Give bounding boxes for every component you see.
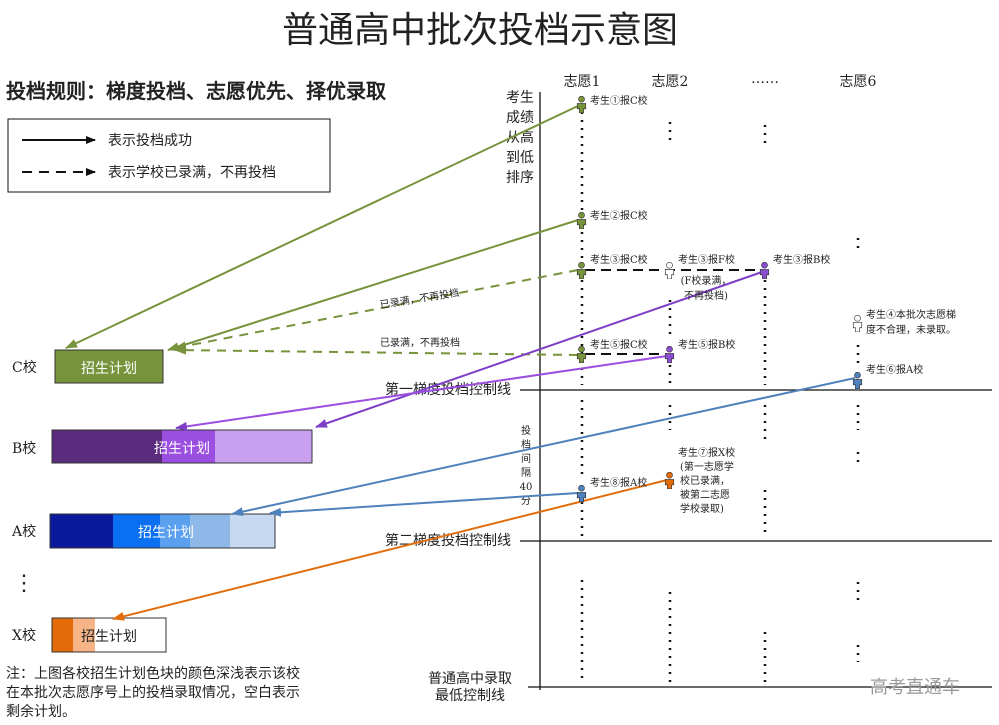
legend-label: 表示学校已录满，不再投档 bbox=[108, 164, 276, 181]
student-label: 考生②报C校 bbox=[590, 209, 648, 222]
student-icon bbox=[576, 262, 587, 279]
schools: C校 招生计划 B校 招生计划 A校 招生计划 ⋮ X校 招生计划 bbox=[11, 349, 313, 653]
plan-box bbox=[51, 617, 167, 653]
school-name: C校 bbox=[12, 359, 37, 376]
column-label: 志愿2 bbox=[652, 74, 689, 90]
arrow bbox=[269, 492, 579, 517]
student-label: 考生⑤报B校 bbox=[678, 338, 735, 351]
arrow bbox=[231, 377, 856, 517]
student-icon bbox=[664, 472, 675, 489]
student-icon bbox=[852, 315, 863, 332]
title: 普通高中批次投档示意图 bbox=[282, 10, 678, 51]
plan-segment bbox=[162, 430, 215, 463]
school-name: B校 bbox=[12, 440, 36, 457]
plan-label: 招生计划 bbox=[154, 441, 210, 457]
legend-box bbox=[7, 118, 331, 193]
arrow-label: 已录满，不再投档 bbox=[380, 336, 460, 349]
student-label: 考生③报C校 bbox=[590, 253, 648, 266]
plan-segment bbox=[190, 514, 230, 548]
plan-segment bbox=[160, 514, 190, 548]
student-icon bbox=[576, 96, 587, 113]
column-label: 志愿6 bbox=[840, 74, 877, 90]
arrow bbox=[174, 345, 579, 356]
column-label: …… bbox=[751, 71, 779, 87]
plan-label: 招生计划 bbox=[81, 361, 137, 377]
arrows bbox=[65, 104, 856, 621]
arrow-label: 已录满，不再投档 bbox=[379, 286, 460, 311]
plan-segment bbox=[52, 618, 73, 652]
plan-segment bbox=[50, 514, 113, 548]
rule: 投档规则：梯度投档、志愿优先、择优录取 bbox=[6, 79, 386, 103]
plan-segment bbox=[52, 430, 162, 463]
arrow bbox=[315, 271, 763, 428]
student-label: 考生⑧报A校 bbox=[590, 476, 647, 489]
student-label: 考生③报F校 bbox=[678, 253, 735, 266]
student-note: (F校录满，不再投档) bbox=[681, 274, 732, 302]
student-label: 考生⑥报A校 bbox=[866, 363, 923, 376]
control-line-label: 第二梯度投档控制线 bbox=[385, 532, 511, 549]
student-icon bbox=[852, 372, 863, 389]
student-icon bbox=[664, 262, 675, 279]
student-icon bbox=[576, 212, 587, 229]
student-label: 考生⑦报X校(第一志愿学校已录满，被第二志愿学校录取) bbox=[678, 446, 735, 515]
student-icon bbox=[759, 262, 770, 279]
columns: 志愿1 志愿2 …… 志愿6 bbox=[564, 71, 877, 90]
arrow bbox=[174, 269, 579, 351]
arrow bbox=[65, 104, 581, 349]
plan-segment bbox=[230, 514, 275, 548]
plan-label: 招生计划 bbox=[81, 629, 137, 645]
control-line-label: 普通高中录取最低控制线 bbox=[428, 670, 512, 704]
student-label: 考生⑤报C校 bbox=[590, 338, 648, 351]
plan-segment bbox=[73, 618, 95, 652]
watermark: 高考直通车 bbox=[870, 677, 960, 698]
plan-segment bbox=[215, 430, 312, 463]
student-icon bbox=[664, 346, 675, 363]
note: 注：上图各校招生计划色块的颜色深浅表示该校在本批次志愿序号上的投档录取情况，空白… bbox=[6, 665, 300, 720]
axis-label: 考生成绩从高到低排序 bbox=[506, 90, 534, 186]
arrow bbox=[112, 479, 668, 621]
students: 考生①报C校 考生②报C校 考生③报C校 考生③报F校 (F校录满，不再投档) … bbox=[576, 94, 956, 515]
column-label: 志愿1 bbox=[564, 74, 601, 90]
student-label: 考生④本批次志愿梯度不合理，未录取。 bbox=[866, 308, 956, 336]
student-label: 考生①报C校 bbox=[590, 94, 648, 107]
student-icon bbox=[576, 485, 587, 502]
student-label: 考生③报B校 bbox=[773, 253, 830, 266]
dotted-columns bbox=[580, 112, 860, 682]
arrow bbox=[175, 355, 668, 431]
control-line-label: 第一梯度投档控制线 bbox=[385, 381, 511, 398]
plan-label: 招生计划 bbox=[138, 525, 194, 541]
plan-segment bbox=[113, 514, 160, 548]
plan-box bbox=[54, 349, 164, 384]
school-name: X校 bbox=[12, 627, 36, 644]
arrow bbox=[167, 219, 579, 351]
interval-label: 投档间隔 40 分 bbox=[520, 424, 533, 507]
legend-label: 表示投档成功 bbox=[108, 133, 192, 149]
more-schools: ⋮ bbox=[13, 571, 35, 596]
school-name: A校 bbox=[11, 523, 36, 540]
legend: 表示投档成功 表示学校已录满，不再投档 bbox=[7, 118, 331, 193]
student-icon bbox=[576, 346, 587, 363]
plan-box bbox=[49, 513, 276, 549]
